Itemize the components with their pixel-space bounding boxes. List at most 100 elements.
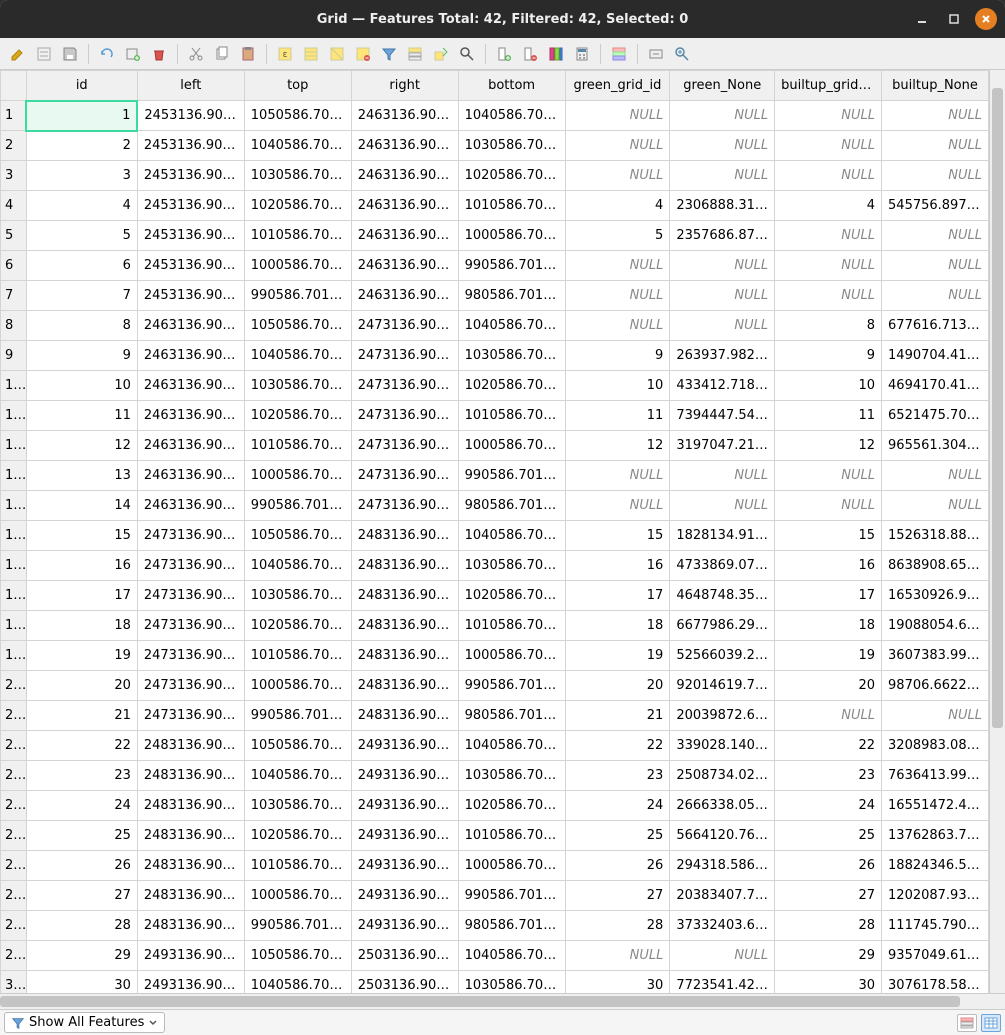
cell-right[interactable]: 2483136.90… xyxy=(351,641,458,671)
cell-builtup_grid_id[interactable]: 11 xyxy=(775,401,882,431)
cell-left[interactable]: 2463136.90… xyxy=(137,341,244,371)
cell-right[interactable]: 2493136.90… xyxy=(351,851,458,881)
cell-green_grid_id[interactable]: 30 xyxy=(565,971,670,994)
cell-null[interactable]: NULL xyxy=(882,251,989,281)
cell-bottom[interactable]: 980586.701… xyxy=(458,701,565,731)
cell-null[interactable]: NULL xyxy=(670,281,775,311)
cell-top[interactable]: 1030586.70… xyxy=(244,581,351,611)
pan-to-selected-icon[interactable] xyxy=(429,42,453,66)
cell-id[interactable]: 30 xyxy=(26,971,137,994)
cell-left[interactable]: 2463136.90… xyxy=(137,401,244,431)
cell-bottom[interactable]: 1020586.70… xyxy=(458,371,565,401)
table-view-button[interactable] xyxy=(981,1014,1001,1032)
cell-builtup_None[interactable]: 1202087.93… xyxy=(882,881,989,911)
cell-top[interactable]: 1040586.70… xyxy=(244,131,351,161)
cell-left[interactable]: 2463136.90… xyxy=(137,461,244,491)
row-number[interactable]: 14 xyxy=(1,491,27,521)
row-number[interactable]: 27 xyxy=(1,881,27,911)
cell-id[interactable]: 2 xyxy=(26,131,137,161)
select-all-icon[interactable] xyxy=(299,42,323,66)
cell-right[interactable]: 2463136.90… xyxy=(351,161,458,191)
table-row[interactable]: 552453136.90…1010586.70…2463136.90…10005… xyxy=(1,221,989,251)
cell-green_grid_id[interactable]: 19 xyxy=(565,641,670,671)
cell-green_None[interactable]: 263937.982… xyxy=(670,341,775,371)
vertical-scroll-thumb[interactable] xyxy=(992,88,1003,728)
cell-top[interactable]: 990586.701… xyxy=(244,911,351,941)
cell-bottom[interactable]: 1010586.70… xyxy=(458,191,565,221)
filter-dropdown[interactable]: Show All Features xyxy=(4,1012,165,1033)
cell-right[interactable]: 2493136.90… xyxy=(351,761,458,791)
cell-top[interactable]: 1000586.70… xyxy=(244,461,351,491)
row-number[interactable]: 11 xyxy=(1,401,27,431)
cell-green_None[interactable]: 2357686.87… xyxy=(670,221,775,251)
cell-green_None[interactable]: 7723541.42… xyxy=(670,971,775,994)
cell-left[interactable]: 2473136.90… xyxy=(137,581,244,611)
cell-green_None[interactable]: 6677986.29… xyxy=(670,611,775,641)
cell-top[interactable]: 1020586.70… xyxy=(244,611,351,641)
cell-bottom[interactable]: 1020586.70… xyxy=(458,581,565,611)
cell-null[interactable]: NULL xyxy=(882,161,989,191)
cell-left[interactable]: 2483136.90… xyxy=(137,791,244,821)
cell-null[interactable]: NULL xyxy=(775,221,882,251)
cell-left[interactable]: 2473136.90… xyxy=(137,611,244,641)
cell-builtup_grid_id[interactable]: 10 xyxy=(775,371,882,401)
cell-green_grid_id[interactable]: 28 xyxy=(565,911,670,941)
cell-id[interactable]: 11 xyxy=(26,401,137,431)
attribute-table[interactable]: idlefttoprightbottomgreen_grid_idgreen_N… xyxy=(0,70,989,993)
table-row[interactable]: 25252483136.90…1020586.70…2493136.90…101… xyxy=(1,821,989,851)
cell-null[interactable]: NULL xyxy=(882,281,989,311)
table-row[interactable]: 26262483136.90…1010586.70…2493136.90…100… xyxy=(1,851,989,881)
cell-builtup_grid_id[interactable]: 22 xyxy=(775,731,882,761)
cell-right[interactable]: 2483136.90… xyxy=(351,581,458,611)
cell-bottom[interactable]: 990586.701… xyxy=(458,881,565,911)
column-header-green_None[interactable]: green_None xyxy=(670,71,775,101)
cell-top[interactable]: 990586.701… xyxy=(244,491,351,521)
cell-top[interactable]: 1050586.70… xyxy=(244,731,351,761)
cell-null[interactable]: NULL xyxy=(565,161,670,191)
cell-id[interactable]: 15 xyxy=(26,521,137,551)
cell-right[interactable]: 2463136.90… xyxy=(351,191,458,221)
row-number[interactable]: 26 xyxy=(1,851,27,881)
cell-top[interactable]: 1010586.70… xyxy=(244,221,351,251)
row-number[interactable]: 7 xyxy=(1,281,27,311)
table-row[interactable]: 29292493136.90…1050586.70…2503136.90…104… xyxy=(1,941,989,971)
cell-id[interactable]: 20 xyxy=(26,671,137,701)
cell-top[interactable]: 1000586.70… xyxy=(244,251,351,281)
cell-left[interactable]: 2453136.90… xyxy=(137,221,244,251)
cell-null[interactable]: NULL xyxy=(565,131,670,161)
cell-null[interactable]: NULL xyxy=(565,281,670,311)
cut-icon[interactable] xyxy=(184,42,208,66)
table-row[interactable]: 13132463136.90…1000586.70…2473136.90…990… xyxy=(1,461,989,491)
table-row[interactable]: 11112463136.90…1020586.70…2473136.90…101… xyxy=(1,401,989,431)
cell-id[interactable]: 3 xyxy=(26,161,137,191)
cell-id[interactable]: 26 xyxy=(26,851,137,881)
cell-null[interactable]: NULL xyxy=(565,461,670,491)
cell-id[interactable]: 18 xyxy=(26,611,137,641)
row-number[interactable]: 1 xyxy=(1,101,27,131)
cell-null[interactable]: NULL xyxy=(882,491,989,521)
cell-top[interactable]: 1040586.70… xyxy=(244,761,351,791)
table-row[interactable]: 20202473136.90…1000586.70…2483136.90…990… xyxy=(1,671,989,701)
cell-builtup_grid_id[interactable]: 28 xyxy=(775,911,882,941)
table-row[interactable]: 28282483136.90…990586.701…2493136.90…980… xyxy=(1,911,989,941)
minimize-button[interactable] xyxy=(911,8,933,30)
row-number[interactable]: 10 xyxy=(1,371,27,401)
column-header-green_grid_id[interactable]: green_grid_id xyxy=(565,71,670,101)
row-number[interactable]: 25 xyxy=(1,821,27,851)
cell-top[interactable]: 990586.701… xyxy=(244,701,351,731)
cell-top[interactable]: 1010586.70… xyxy=(244,641,351,671)
cell-left[interactable]: 2473136.90… xyxy=(137,701,244,731)
cell-bottom[interactable]: 980586.701… xyxy=(458,281,565,311)
cell-null[interactable]: NULL xyxy=(775,131,882,161)
cell-null[interactable]: NULL xyxy=(775,461,882,491)
cell-green_grid_id[interactable]: 17 xyxy=(565,581,670,611)
cell-top[interactable]: 1030586.70… xyxy=(244,791,351,821)
cell-right[interactable]: 2493136.90… xyxy=(351,821,458,851)
cell-null[interactable]: NULL xyxy=(670,941,775,971)
horizontal-scroll-thumb[interactable] xyxy=(0,996,960,1007)
cell-bottom[interactable]: 1020586.70… xyxy=(458,161,565,191)
move-selection-to-top-icon[interactable] xyxy=(403,42,427,66)
cell-bottom[interactable]: 1040586.70… xyxy=(458,101,565,131)
row-number[interactable]: 9 xyxy=(1,341,27,371)
cell-bottom[interactable]: 1040586.70… xyxy=(458,731,565,761)
